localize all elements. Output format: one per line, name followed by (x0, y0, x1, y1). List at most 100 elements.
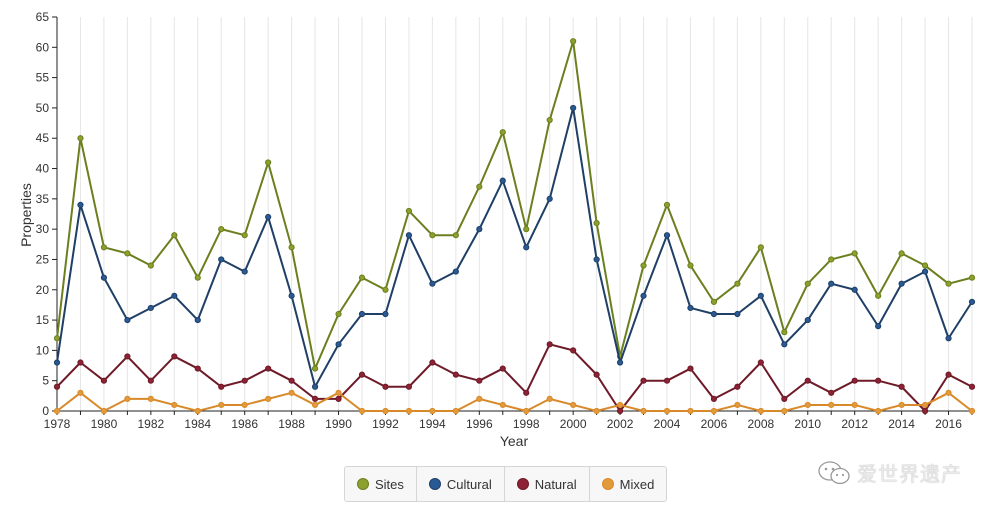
legend-item-mixed[interactable]: Mixed (590, 467, 667, 501)
data-point-sites[interactable] (781, 329, 788, 336)
data-point-natural[interactable] (757, 359, 764, 366)
data-point-natural[interactable] (898, 383, 905, 390)
data-point-cultural[interactable] (335, 341, 342, 348)
data-point-sites[interactable] (147, 262, 154, 269)
data-point-cultural[interactable] (921, 268, 929, 275)
data-point-mixed[interactable] (265, 395, 272, 402)
data-point-mixed[interactable] (147, 395, 154, 402)
data-point-mixed[interactable] (828, 401, 835, 409)
data-point-cultural[interactable] (100, 274, 108, 281)
data-point-cultural[interactable] (358, 310, 366, 318)
data-point-sites[interactable] (476, 183, 483, 190)
data-point-mixed[interactable] (616, 401, 624, 409)
data-point-mixed[interactable] (194, 407, 201, 415)
data-point-sites[interactable] (663, 201, 671, 209)
data-point-cultural[interactable] (405, 232, 413, 239)
data-point-natural[interactable] (828, 389, 835, 396)
data-point-natural[interactable] (288, 377, 295, 384)
data-point-cultural[interactable] (476, 226, 483, 233)
data-point-natural[interactable] (499, 365, 506, 372)
data-point-mixed[interactable] (663, 407, 671, 415)
data-point-mixed[interactable] (804, 401, 811, 409)
data-point-natural[interactable] (546, 341, 553, 348)
data-point-mixed[interactable] (171, 401, 178, 409)
data-point-mixed[interactable] (757, 407, 764, 415)
data-point-natural[interactable] (77, 359, 84, 366)
data-point-mixed[interactable] (241, 401, 248, 409)
data-point-sites[interactable] (968, 274, 976, 281)
data-point-mixed[interactable] (921, 401, 929, 409)
data-point-mixed[interactable] (53, 407, 61, 415)
data-point-natural[interactable] (100, 377, 108, 384)
data-point-natural[interactable] (875, 377, 882, 384)
legend-item-cultural[interactable]: Cultural (417, 467, 505, 501)
data-point-sites[interactable] (828, 256, 835, 263)
data-point-cultural[interactable] (382, 310, 389, 318)
data-point-cultural[interactable] (640, 292, 647, 299)
data-point-sites[interactable] (77, 135, 84, 142)
data-point-natural[interactable] (570, 347, 577, 354)
data-point-cultural[interactable] (147, 304, 154, 312)
data-point-natural[interactable] (781, 395, 788, 402)
data-point-natural[interactable] (476, 377, 483, 384)
data-point-sites[interactable] (100, 244, 108, 251)
data-point-sites[interactable] (898, 250, 905, 257)
data-point-natural[interactable] (429, 359, 436, 366)
data-point-sites[interactable] (640, 262, 647, 269)
data-point-cultural[interactable] (546, 195, 553, 202)
data-point-natural[interactable] (921, 407, 929, 415)
data-point-natural[interactable] (124, 353, 131, 360)
data-point-natural[interactable] (241, 377, 248, 384)
data-point-cultural[interactable] (687, 304, 694, 312)
data-point-cultural[interactable] (53, 359, 61, 366)
data-point-natural[interactable] (53, 383, 61, 390)
data-point-natural[interactable] (945, 371, 952, 378)
data-point-sites[interactable] (945, 280, 952, 287)
data-point-natural[interactable] (335, 395, 342, 402)
data-point-natural[interactable] (640, 377, 647, 384)
data-point-sites[interactable] (804, 280, 811, 287)
data-point-sites[interactable] (288, 244, 295, 251)
data-point-sites[interactable] (241, 232, 248, 239)
data-point-mixed[interactable] (499, 401, 506, 409)
data-point-cultural[interactable] (757, 292, 764, 299)
data-point-mixed[interactable] (452, 407, 459, 415)
data-point-cultural[interactable] (171, 292, 178, 299)
data-point-natural[interactable] (358, 371, 366, 378)
data-point-cultural[interactable] (523, 244, 530, 251)
data-point-sites[interactable] (499, 129, 506, 136)
data-point-natural[interactable] (851, 377, 858, 384)
data-point-sites[interactable] (218, 226, 225, 233)
data-point-mixed[interactable] (945, 389, 952, 396)
data-point-mixed[interactable] (898, 401, 905, 409)
data-point-cultural[interactable] (311, 383, 319, 390)
data-point-mixed[interactable] (710, 407, 718, 415)
data-point-natural[interactable] (663, 377, 671, 384)
data-point-mixed[interactable] (335, 389, 342, 396)
data-point-mixed[interactable] (218, 401, 225, 409)
data-point-mixed[interactable] (311, 401, 319, 409)
data-point-cultural[interactable] (265, 213, 272, 221)
data-point-sites[interactable] (593, 219, 600, 227)
data-point-sites[interactable] (687, 262, 694, 269)
data-point-cultural[interactable] (734, 310, 741, 318)
data-point-natural[interactable] (734, 383, 741, 390)
data-point-mixed[interactable] (593, 407, 600, 415)
data-point-sites[interactable] (523, 226, 530, 233)
data-point-mixed[interactable] (382, 407, 389, 415)
legend-item-natural[interactable]: Natural (505, 467, 590, 501)
data-point-cultural[interactable] (875, 323, 882, 330)
data-point-cultural[interactable] (288, 292, 295, 299)
data-point-sites[interactable] (53, 335, 61, 342)
data-point-sites[interactable] (734, 280, 741, 287)
data-point-mixed[interactable] (875, 407, 882, 415)
data-point-sites[interactable] (429, 232, 436, 239)
data-point-mixed[interactable] (523, 407, 530, 415)
data-point-natural[interactable] (382, 383, 389, 390)
data-point-cultural[interactable] (851, 286, 858, 293)
data-point-sites[interactable] (265, 159, 272, 166)
data-point-sites[interactable] (171, 232, 178, 239)
data-point-cultural[interactable] (452, 268, 459, 275)
data-point-cultural[interactable] (968, 298, 976, 305)
data-point-mixed[interactable] (429, 407, 436, 415)
